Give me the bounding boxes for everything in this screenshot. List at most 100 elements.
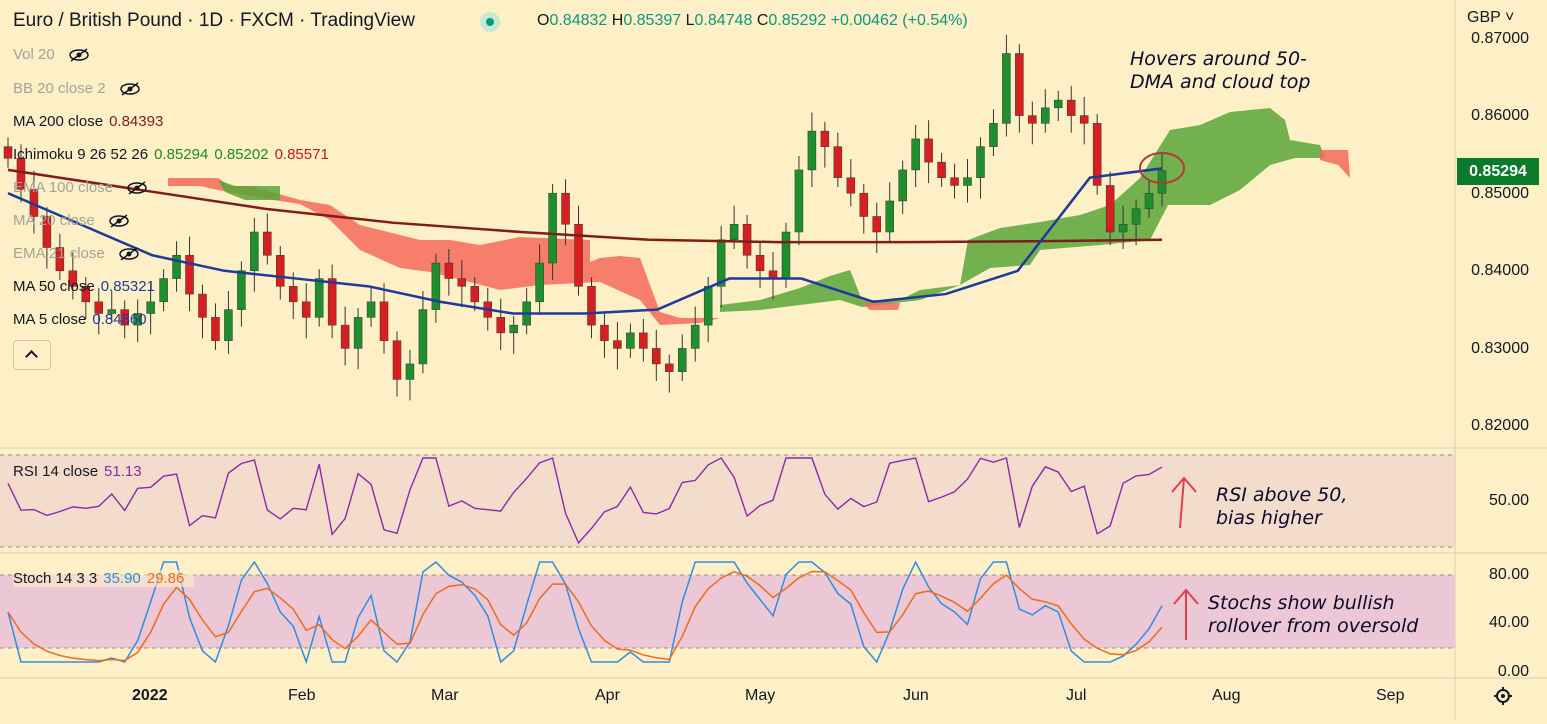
candle-body: [366, 301, 376, 318]
candle-body: [496, 317, 505, 334]
candle-body: [405, 363, 415, 380]
legend-bb[interactable]: BB 20 close 2: [13, 80, 146, 97]
candle-body: [1118, 223, 1128, 233]
time-tick: Feb: [288, 687, 316, 704]
highlight-circle: [1139, 152, 1185, 184]
market-status-icon: [480, 12, 500, 32]
candle-body: [950, 177, 959, 186]
candle-body: [55, 247, 65, 272]
rsi-annotation: RSI above 50, bias higher: [1216, 484, 1348, 529]
candle-body: [613, 340, 622, 349]
candle-body: [314, 278, 324, 318]
candle-body: [976, 146, 985, 178]
candle-body: [379, 301, 389, 341]
candle-body: [574, 223, 583, 287]
candle-body: [729, 223, 739, 241]
candlestick-series: [3, 34, 1167, 401]
candle-body: [794, 169, 804, 233]
candle-body: [68, 270, 78, 287]
time-tick: Jun: [903, 687, 929, 704]
eye-hidden-icon[interactable]: [127, 181, 147, 195]
legend-ma200[interactable]: MA 200 close 0.84393: [13, 113, 164, 130]
stoch-tick: 40.00: [1488, 614, 1529, 631]
candle-body: [120, 309, 129, 326]
legend-ma20[interactable]: MA 20 close: [13, 212, 135, 229]
legend-vol[interactable]: Vol 20: [13, 46, 95, 63]
candle-body: [937, 161, 946, 178]
candle-body: [1131, 208, 1141, 225]
time-tick: Apr: [595, 687, 620, 704]
stoch-tick: 80.00: [1488, 566, 1529, 583]
chart-title[interactable]: Euro / British Pound · 1D · FXCM · Tradi…: [13, 10, 415, 31]
time-tick: Mar: [431, 687, 459, 704]
stoch-band: [0, 575, 1455, 648]
candle-body: [755, 255, 765, 272]
legend-ichimoku[interactable]: Ichimoku 9 26 52 26 0.85294 0.85202 0.85571: [13, 146, 329, 163]
legend-ma5[interactable]: MA 5 close 0.84860: [13, 311, 147, 328]
candle-body: [1105, 185, 1115, 233]
candle-body: [431, 262, 441, 310]
price-tick: 0.87000: [1471, 30, 1529, 47]
candle-body: [211, 317, 220, 341]
rsi-band: [0, 455, 1455, 547]
legend-ema100[interactable]: EMA 100 close: [13, 179, 153, 196]
candle-body: [444, 262, 454, 279]
candle-body: [133, 313, 142, 326]
legend-stoch[interactable]: Stoch 14 3 3 35.90 29.86: [13, 570, 195, 587]
candle-body: [677, 348, 687, 372]
candle-body: [289, 286, 298, 303]
cloud-bearish-future: [1320, 150, 1350, 178]
candle-body: [509, 324, 518, 334]
currency-selector[interactable]: GBP ˅: [1467, 9, 1515, 26]
price-tick: 0.84000: [1471, 262, 1529, 279]
candle-body: [652, 348, 661, 365]
candle-body: [470, 286, 480, 303]
candle-body: [42, 216, 52, 248]
candle-body: [665, 363, 674, 372]
candle-body: [81, 286, 91, 303]
legend-ma50[interactable]: MA 50 close 0.85321: [13, 278, 155, 295]
candle-body: [198, 293, 207, 318]
candle-body: [548, 192, 557, 264]
candle-body: [159, 278, 168, 303]
collapse-legend-button[interactable]: [13, 340, 51, 370]
candle-body: [963, 177, 972, 186]
legend-ema21[interactable]: EMA 21 close: [13, 245, 145, 262]
time-tick: Sep: [1376, 687, 1405, 704]
ma50-line: [7, 167, 1163, 315]
rsi-up-arrow: [1171, 476, 1197, 529]
candle-body: [172, 255, 181, 279]
candle-body: [146, 301, 155, 314]
candle-body: [1079, 115, 1089, 124]
legend-rsi[interactable]: RSI 14 close 51.13: [13, 463, 142, 480]
last-price-badge: 0.85294: [1457, 158, 1539, 185]
candle-body: [716, 239, 726, 287]
cloud-bearish: [168, 178, 720, 325]
candle-body: [457, 278, 467, 287]
cloud-bullish: [218, 108, 1325, 312]
eye-hidden-icon[interactable]: [108, 214, 129, 228]
eye-hidden-icon[interactable]: [118, 247, 139, 261]
rsi-tick: 50.00: [1488, 492, 1529, 509]
candle-body: [276, 255, 285, 287]
candle-body: [846, 177, 856, 194]
price-annotation: Hovers around 50- DMA and cloud top: [1130, 48, 1311, 93]
ichimoku-cloud: [168, 108, 1350, 325]
candle-body: [859, 192, 869, 217]
candle-body: [561, 192, 570, 225]
candle-body: [1144, 192, 1154, 209]
candle-body: [301, 301, 311, 318]
time-tick: Aug: [1212, 687, 1241, 704]
eye-hidden-icon[interactable]: [119, 82, 140, 96]
candle-body: [1002, 53, 1011, 124]
ohlc-readout: O0.84832 H0.85397 L0.84748 C0.85292 +0.0…: [537, 12, 968, 29]
candle-body: [587, 286, 596, 326]
candle-body: [107, 309, 116, 314]
settings-gear-icon[interactable]: [1493, 686, 1513, 706]
candle-body: [820, 130, 830, 147]
eye-hidden-icon[interactable]: [68, 48, 89, 62]
cloud-bearish-small: [862, 303, 900, 310]
candle-body: [263, 231, 272, 256]
